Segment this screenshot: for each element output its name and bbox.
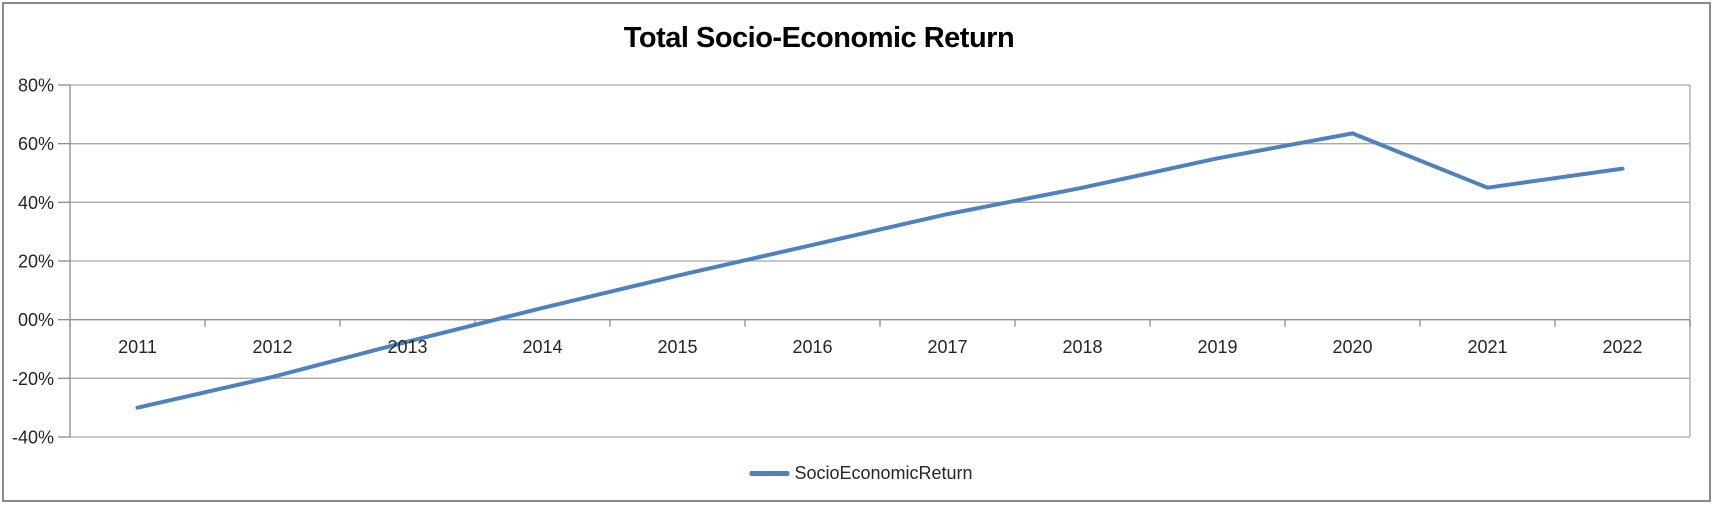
- y-tick-label: 40%: [18, 193, 54, 213]
- series-line-socioeconomicreturn: [135, 131, 1625, 410]
- y-tick-label: -20%: [12, 369, 54, 389]
- y-tick-label: 80%: [18, 76, 54, 96]
- x-tick-label: 2011: [118, 337, 157, 357]
- x-tick-label: 2012: [252, 337, 292, 357]
- x-tick-label: 2021: [1467, 337, 1507, 357]
- x-tick-label: 2013: [387, 337, 427, 357]
- legend-line-swatch: [749, 471, 790, 476]
- y-tick-label: 00%: [18, 310, 54, 330]
- y-tick-label: 20%: [18, 252, 54, 272]
- x-tick-label: 2018: [1062, 337, 1102, 357]
- legend: SocioEconomicReturn: [749, 463, 973, 484]
- x-tick-label: 2014: [522, 337, 562, 357]
- x-tick-label: 2019: [1197, 337, 1237, 357]
- y-tick-label: 60%: [18, 134, 54, 154]
- x-tick-label: 2016: [792, 337, 832, 357]
- x-tick-label: 2015: [657, 337, 697, 357]
- legend-series-label: SocioEconomicReturn: [794, 463, 973, 483]
- y-tick-label: -40%: [12, 428, 54, 448]
- x-tick-label: 2022: [1602, 337, 1642, 357]
- x-tick-label: 2017: [927, 337, 967, 357]
- chart-title: Total Socio-Economic Return: [623, 22, 1015, 54]
- x-tick-label: 2020: [1332, 337, 1372, 357]
